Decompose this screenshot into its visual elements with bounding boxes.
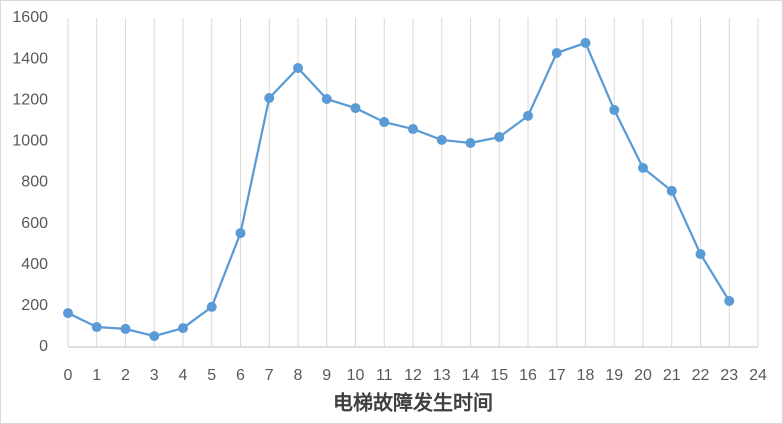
data-point <box>724 295 735 306</box>
x-tick-label: 18 <box>577 367 595 384</box>
x-tick-label: 3 <box>150 367 159 384</box>
x-tick-label: 6 <box>236 367 245 384</box>
x-tick-label: 2 <box>121 367 130 384</box>
data-point <box>609 104 620 115</box>
x-tick-label: 22 <box>692 367 710 384</box>
data-point <box>436 134 447 145</box>
x-tick-label: 13 <box>433 367 451 384</box>
data-point <box>293 62 303 73</box>
y-tick-label: 800 <box>21 174 48 191</box>
data-point <box>408 124 418 135</box>
data-point <box>379 117 390 128</box>
x-tick-label: 9 <box>322 367 331 384</box>
y-tick-label: 1000 <box>12 133 48 150</box>
data-point <box>465 138 476 149</box>
x-tick-label: 4 <box>179 367 188 384</box>
data-point <box>264 92 275 103</box>
x-tick-label: 10 <box>347 367 365 384</box>
data-point <box>638 162 648 173</box>
data-point <box>580 37 591 48</box>
x-tick-label: 23 <box>720 367 738 384</box>
x-tick-label: 12 <box>404 367 422 384</box>
data-point <box>666 185 677 196</box>
y-tick-label: 0 <box>39 338 48 355</box>
data-point <box>523 110 533 121</box>
data-point <box>551 47 562 58</box>
x-tick-label: 16 <box>519 367 537 384</box>
x-tick-label: 20 <box>634 367 652 384</box>
y-tick-label: 200 <box>21 297 48 314</box>
data-point <box>695 249 706 260</box>
x-tick-label: 14 <box>462 367 480 384</box>
y-tick-label: 600 <box>21 215 48 232</box>
x-axis-label: 电梯故障发生时间 <box>333 390 493 414</box>
data-point <box>149 331 160 342</box>
x-tick-label: 0 <box>64 367 73 384</box>
data-point <box>350 103 361 114</box>
x-tick-label: 7 <box>265 367 274 384</box>
x-tick-label: 8 <box>294 367 303 384</box>
data-point <box>91 322 102 333</box>
data-point <box>235 228 246 239</box>
data-point <box>206 301 217 312</box>
y-tick-label: 1200 <box>12 91 48 108</box>
x-tick-label: 19 <box>605 367 623 384</box>
x-tick-label: 11 <box>376 367 393 384</box>
x-tick-label: 15 <box>490 367 508 384</box>
data-point <box>63 308 73 319</box>
x-tick-label: 17 <box>548 367 566 384</box>
data-point <box>178 323 188 334</box>
x-tick-label: 21 <box>663 367 681 384</box>
data-point <box>321 94 332 105</box>
y-tick-label: 1400 <box>12 50 48 67</box>
y-tick-label: 400 <box>21 256 48 273</box>
x-tick-label: 5 <box>207 367 216 384</box>
x-tick-label: 24 <box>749 367 767 384</box>
data-point <box>494 132 505 143</box>
x-tick-label: 1 <box>92 367 101 384</box>
data-point <box>120 323 131 334</box>
y-tick-label: 1600 <box>12 9 48 26</box>
